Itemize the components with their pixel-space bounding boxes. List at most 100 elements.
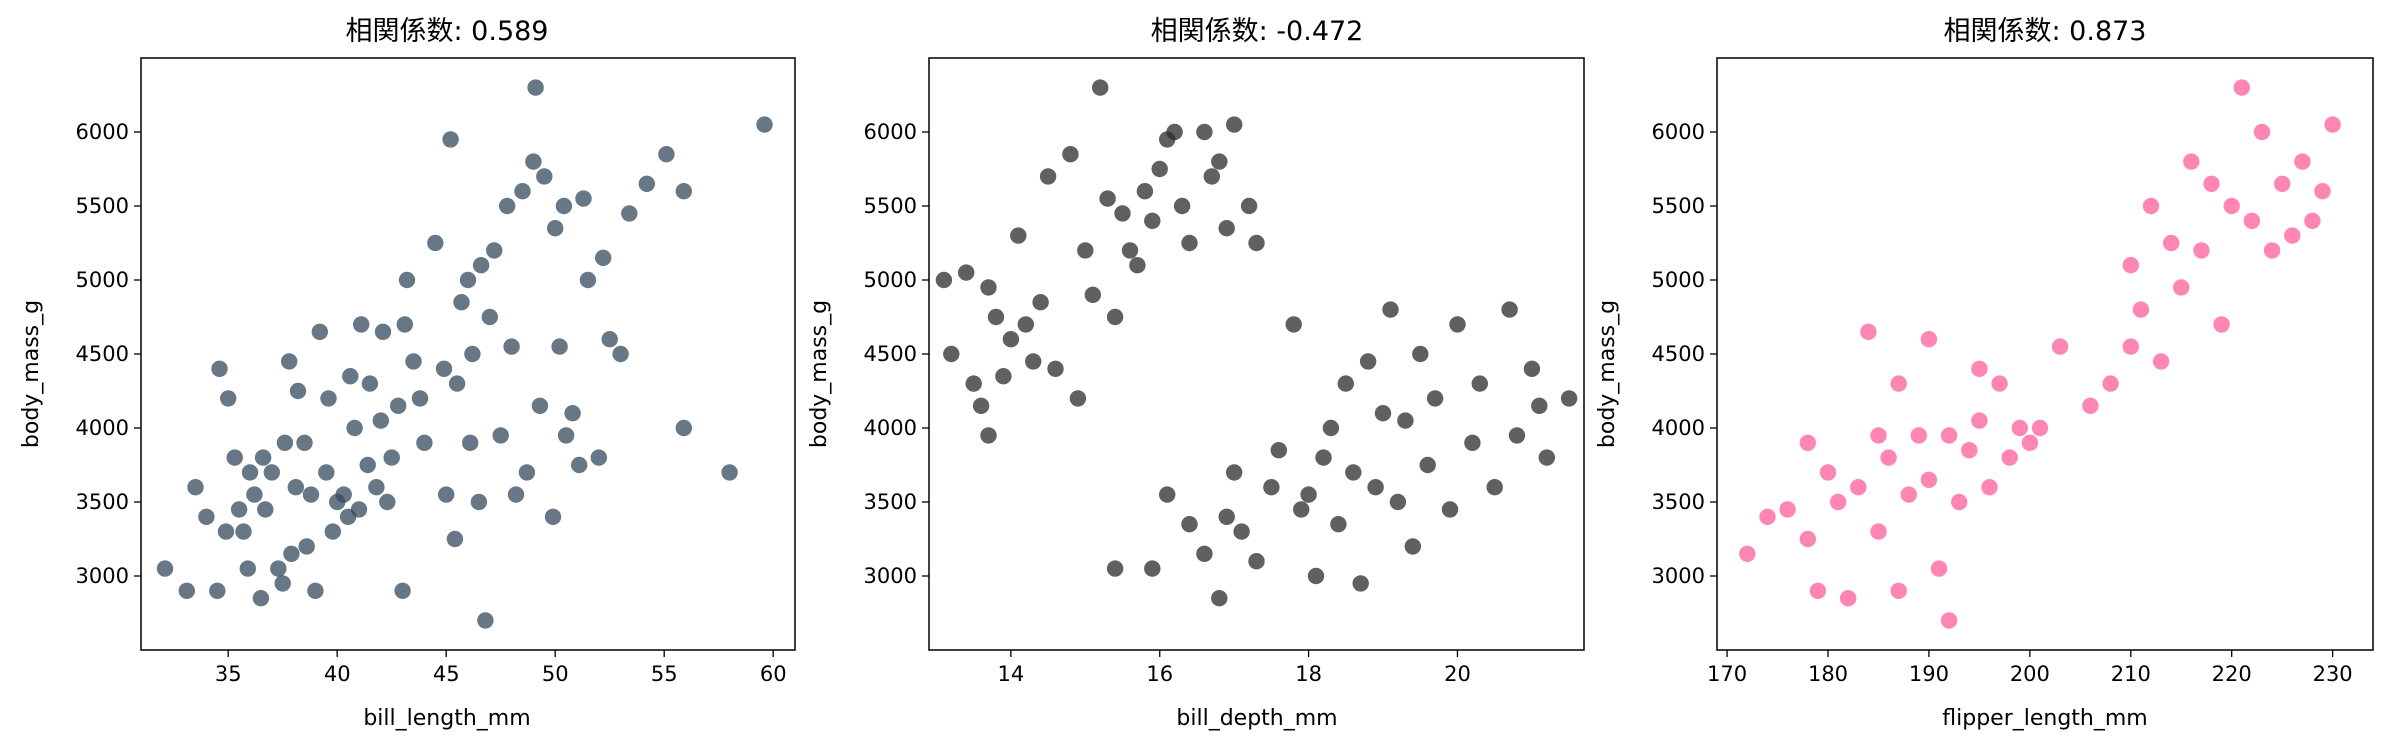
data-point [721,464,738,481]
data-point [499,197,516,215]
data-point [311,323,328,340]
y-tick-label: 6000 [864,120,917,144]
data-point [1850,479,1867,496]
data-point [1159,486,1176,503]
data-point [564,405,581,422]
data-point [1181,234,1198,252]
data-point [1819,464,1837,481]
data-point [1226,464,1243,481]
y-tick-label: 3000 [1652,564,1705,588]
data-point [486,242,503,259]
data-point [274,575,291,592]
data-point [590,449,607,466]
data-point [318,464,335,481]
data-point [2001,449,2018,466]
data-point [1285,316,1302,333]
data-point [2021,434,2039,451]
data-point [1226,116,1243,133]
scatter-points [935,79,1578,607]
data-point [1799,530,1817,548]
x-tick-label: 210 [2111,662,2151,686]
data-point [1181,516,1198,533]
data-point [220,390,237,407]
data-point [320,390,337,407]
data-point [156,560,174,577]
x-tick-label: 200 [2010,662,2050,686]
data-point [1359,353,1377,370]
data-point [1144,560,1161,577]
y-tick-label: 4500 [864,342,917,366]
data-point [1910,427,1928,444]
data-point [438,486,455,503]
data-point [965,375,982,392]
x-axis-label: flipper_length_mm [1942,706,2147,731]
data-point [1940,612,1958,629]
data-point [372,412,389,429]
y-tick-label: 4500 [1652,342,1705,366]
data-point [1900,486,1918,503]
data-point [211,360,228,377]
x-tick-label: 20 [1444,662,1471,686]
data-point [283,545,300,562]
data-point [935,271,953,289]
data-point [462,434,479,451]
x-axis-label: bill_depth_mm [1176,706,1337,731]
data-point [239,560,256,577]
data-point [270,560,287,577]
data-point [470,493,488,511]
data-point [1412,345,1429,363]
data-point [411,390,429,407]
data-point [1508,427,1526,444]
data-point [296,434,313,451]
y-tick-label: 4000 [76,416,129,440]
y-tick-label: 5500 [864,194,917,218]
data-point [448,375,466,392]
data-point [346,419,363,437]
data-point [446,530,464,548]
data-point [2132,301,2150,318]
data-point [1106,308,1124,326]
data-point [1971,412,1988,429]
data-point [1739,545,1756,562]
y-tick-label: 5000 [864,268,917,292]
x-tick-label: 170 [1707,662,1747,686]
data-point [525,153,542,170]
y-axis-label: body_mass_g [807,300,832,448]
data-point [1099,190,1116,207]
x-tick-label: 220 [2212,662,2252,686]
data-point [335,486,352,503]
data-point [1240,197,1258,215]
data-point [2173,279,2190,296]
data-point [1352,575,1369,592]
data-point [1218,220,1235,237]
chart-title: 相関係数: 0.589 [346,16,549,47]
data-point [544,508,562,525]
data-point [1920,331,1938,348]
data-point [943,345,960,363]
data-point [1166,123,1183,141]
data-point [1860,323,1877,340]
data-point [492,427,509,444]
data-point [2314,183,2331,200]
x-tick-label: 180 [1808,662,1848,686]
y-tick-label: 5500 [1652,194,1705,218]
data-point [350,501,368,518]
x-tick-label: 40 [324,662,351,686]
y-tick-label: 5000 [1652,268,1705,292]
data-point [276,434,294,451]
data-point [557,427,575,444]
data-point [2253,123,2271,141]
data-point [958,264,975,281]
scatter-points [156,79,773,629]
data-point [252,590,270,607]
data-point [1032,294,1049,311]
data-point [1218,508,1235,525]
data-point [1084,286,1102,303]
data-point [1263,479,1280,496]
data-point [1196,545,1213,562]
data-point [1374,405,1392,422]
data-point [257,501,274,518]
data-point [995,368,1012,385]
data-point [518,464,536,481]
